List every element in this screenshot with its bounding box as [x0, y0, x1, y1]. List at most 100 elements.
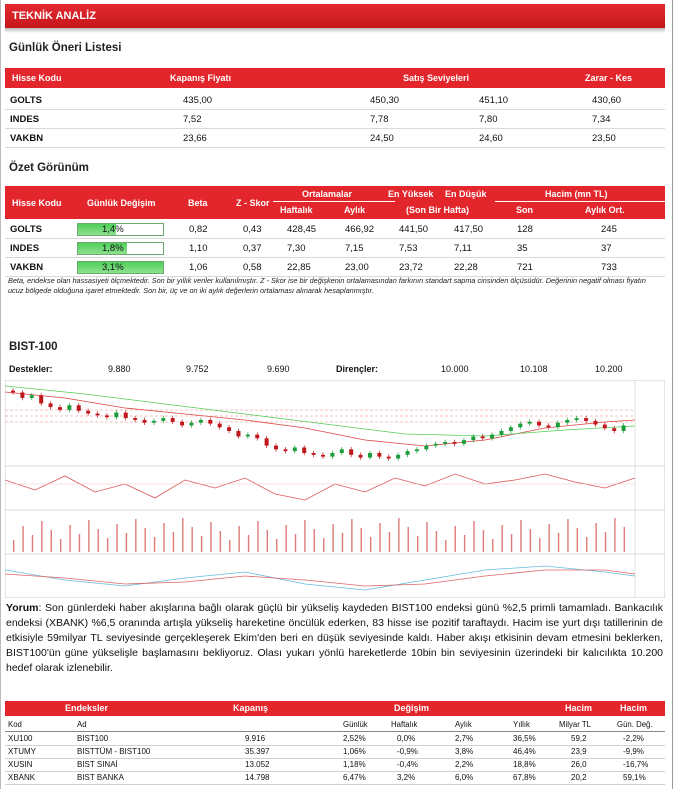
- col-gun-deg: Gün. Değ.: [617, 720, 653, 729]
- volume-bar: [416, 536, 419, 552]
- volume-bar: [379, 523, 381, 552]
- commentary: Yorum: Son günlerdeki haber akışlarına b…: [6, 601, 663, 676]
- change-bar-label: 1,4%: [102, 224, 124, 235]
- group-kapanis: Kapanış: [233, 703, 269, 713]
- index-cell-aylik: 3,8%: [455, 747, 474, 756]
- chart-frame: [5, 380, 665, 598]
- volume-bar: [463, 535, 466, 552]
- candle: [264, 438, 269, 446]
- daily-cell-s2: 24,60: [479, 133, 503, 144]
- index-row: XTUMY BISTTÜM - BIST100 35.397 1,06% -0,9% 3,…: [5, 746, 665, 759]
- resistance-1: 10.000: [441, 364, 469, 374]
- candle: [67, 405, 72, 410]
- volume-bar: [323, 538, 325, 552]
- volume-bar: [445, 540, 447, 552]
- index-row: XU100 BIST100 9.916 2,52% 0,0% 2,7% 36,5% 59,2 -…: [5, 733, 665, 746]
- indices-group-header: Endeksler Kapanış Değişim Hacim Hacim: [5, 701, 665, 716]
- volume-bar: [529, 529, 532, 552]
- daily-cell-stop: 7,34: [592, 114, 611, 125]
- candle: [443, 441, 448, 444]
- daily-row: INDES 7,52 7,78 7,80 7,34: [5, 110, 665, 129]
- candle: [414, 449, 419, 452]
- volume-bar: [313, 529, 316, 552]
- sum-col-low: En Düşük: [445, 189, 487, 199]
- volume-bar: [576, 528, 579, 552]
- candle: [274, 445, 279, 450]
- volume-bar: [520, 520, 522, 552]
- summary-cell-low: 417,50: [454, 224, 484, 235]
- sum-col-hilo-sub: (Son Bir Hafta): [406, 205, 469, 215]
- volume-bar: [539, 538, 541, 552]
- sum-col-avg: Ortalamalar: [302, 189, 353, 199]
- summary-cell-weekly: 7,30: [287, 243, 306, 254]
- volume-bar: [454, 526, 456, 552]
- change-bar-fill: [78, 243, 128, 254]
- index-cell-kod: XBANK: [8, 773, 36, 782]
- candle: [537, 421, 542, 426]
- candle: [292, 447, 297, 452]
- candle: [48, 403, 53, 408]
- candle: [593, 420, 598, 425]
- daily-cell-code: INDES: [10, 114, 40, 125]
- candle: [86, 410, 91, 414]
- summary-cell-z: 0,58: [243, 262, 262, 273]
- summary-title: Özet Görünüm: [9, 162, 89, 174]
- index-cell-milyar: 59,2: [571, 734, 587, 743]
- daily-row: GOLTS 435,00 450,30 451,10 430,60: [5, 91, 665, 110]
- candle: [499, 430, 504, 435]
- volume-bar: [266, 530, 269, 552]
- index-cell-milyar: 20,2: [571, 773, 587, 782]
- candle: [311, 452, 316, 455]
- daily-col-stop: Zarar - Kes: [585, 73, 633, 83]
- volume-bar: [304, 520, 306, 552]
- col-kod: Kod: [8, 720, 22, 729]
- summary-cell-beta: 1,06: [189, 262, 208, 273]
- candle: [527, 421, 532, 424]
- index-row: XBANK BIST BANKA 14.798 6,47% 3,2% 6,0% 67,8% 2…: [5, 772, 665, 785]
- volume-bar: [276, 539, 278, 552]
- change-bar: 1,4%: [77, 223, 164, 236]
- candle: [621, 425, 626, 431]
- daily-cell-s1: 450,30: [370, 95, 400, 106]
- volume-bar: [163, 523, 165, 552]
- sum-col-z: Z - Skor: [236, 198, 270, 208]
- candle: [114, 412, 119, 418]
- candle: [546, 425, 551, 428]
- index-cell-kapanis: 14.798: [245, 773, 270, 782]
- summary-cell-monthly: 466,92: [345, 224, 375, 235]
- candle: [433, 443, 438, 446]
- header-title: TEKNİK ANALİZ: [12, 10, 96, 22]
- summary-cell-high: 7,53: [399, 243, 418, 254]
- summary-cell-last: 721: [517, 262, 533, 273]
- daily-cell-stop: 430,60: [592, 95, 622, 106]
- index-cell-kapanis: 35.397: [245, 747, 270, 756]
- supports-label: Destekler:: [9, 364, 53, 374]
- index-cell-kod: XTUMY: [8, 747, 36, 756]
- summary-cell-avg: 37: [601, 243, 612, 254]
- summary-cell-code: VAKBN: [10, 262, 44, 273]
- sum-col-beta: Beta: [188, 198, 208, 208]
- candle: [57, 407, 62, 410]
- daily-cell-close: 435,00: [183, 95, 213, 106]
- candle: [330, 452, 335, 457]
- volume-bar: [548, 524, 550, 552]
- rsi-line: [5, 473, 636, 501]
- candle: [602, 424, 607, 429]
- summary-header: Hisse Kodu Günlük Değişim Beta Z - Skor …: [5, 186, 665, 219]
- volume-bar: [360, 528, 362, 552]
- summary-cell-beta: 1,10: [189, 243, 208, 254]
- col-gunluk: Günlük: [343, 720, 368, 729]
- group-degisim: Değişim: [394, 703, 430, 713]
- candle: [255, 434, 260, 439]
- candle: [349, 449, 354, 455]
- index-cell-kod: XU100: [8, 734, 33, 743]
- volume-bar: [426, 522, 428, 552]
- index-cell-gunluk: 6,47%: [343, 773, 366, 782]
- candle: [283, 449, 288, 452]
- volume-bar: [510, 534, 513, 552]
- sum-col-code: Hisse Kodu: [12, 198, 62, 208]
- index-cell-haftalik: 3,2%: [397, 773, 416, 782]
- candle: [180, 421, 185, 426]
- summary-cell-beta: 0,82: [189, 224, 208, 235]
- candle: [123, 412, 128, 419]
